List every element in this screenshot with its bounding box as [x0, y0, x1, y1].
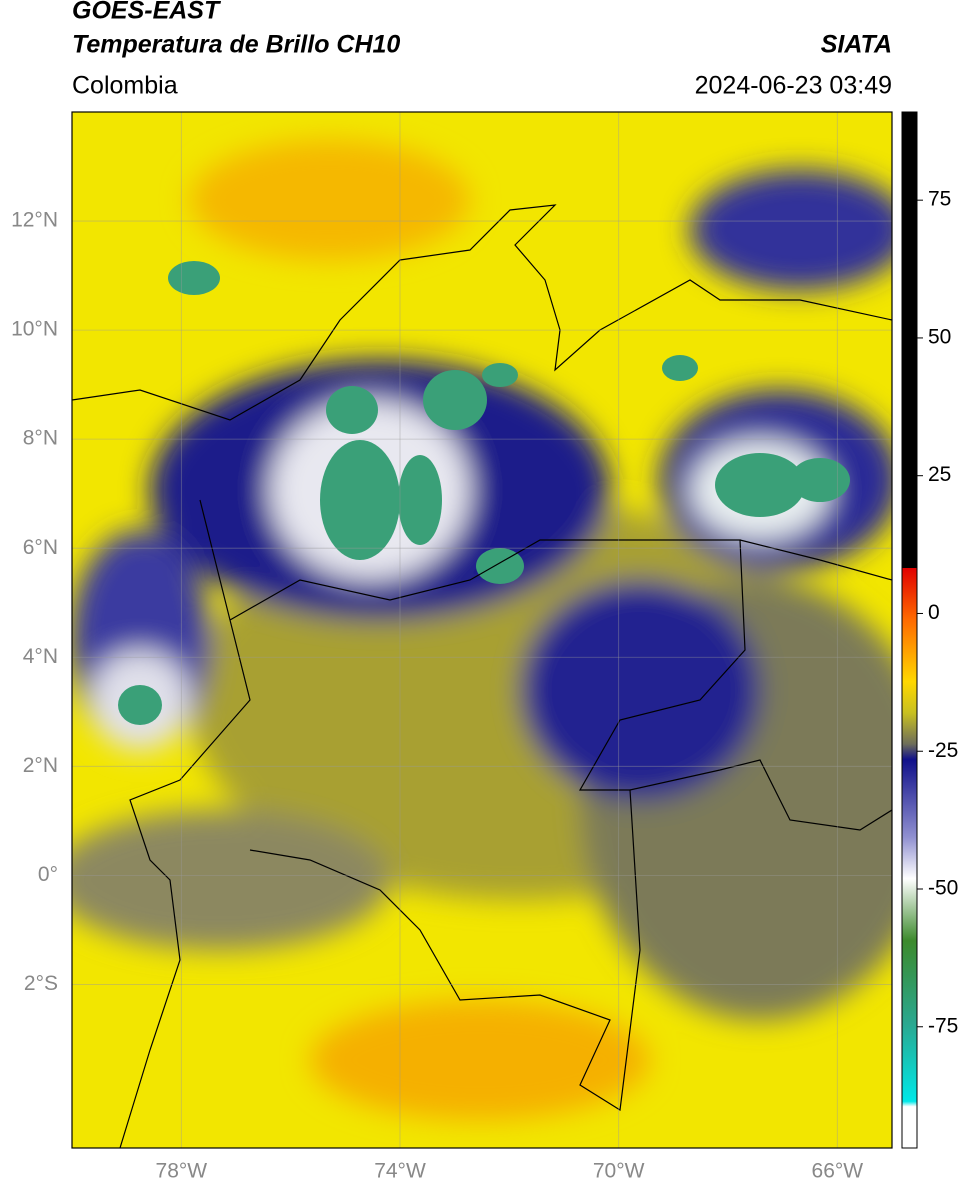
map-frame [71, 111, 893, 1149]
lat-tick-label: 2°N [23, 754, 58, 777]
colorbar-tick-label: -25 [928, 739, 958, 762]
lat-tick-label: 4°N [23, 645, 58, 668]
lat-tick-label: 6°N [23, 536, 58, 559]
lat-tick-label: 0° [38, 863, 58, 886]
lon-tick-label: 70°W [593, 1160, 645, 1183]
colorbar-tick-label: 0 [928, 601, 940, 624]
colorbar-tick-label: 25 [928, 463, 951, 486]
lat-tick-label: 8°N [23, 427, 58, 450]
title: GOES-EAST [72, 0, 222, 25]
satellite-image [72, 112, 892, 1148]
subtitle: Temperatura de Brillo CH10 [72, 31, 400, 59]
colorbar-tick-label: 75 [928, 188, 951, 211]
colorbar-tick-label: 50 [928, 325, 951, 348]
region: Colombia [72, 72, 178, 100]
lat-tick-label: 12°N [11, 209, 58, 232]
colorbar-tick-label: -50 [928, 877, 958, 900]
lon-tick-label: 78°W [156, 1160, 208, 1183]
lon-tick-label: 74°W [374, 1160, 426, 1183]
lat-tick-label: 2°S [24, 972, 58, 995]
source: SIATA [821, 31, 892, 59]
lat-tick-label: 10°N [11, 318, 58, 341]
colorbar-tick-label: -75 [928, 1014, 958, 1037]
lon-tick-label: 66°W [812, 1160, 864, 1183]
grid [72, 112, 892, 1148]
colorbar [901, 111, 918, 1149]
datetime: 2024-06-23 03:49 [695, 72, 892, 100]
